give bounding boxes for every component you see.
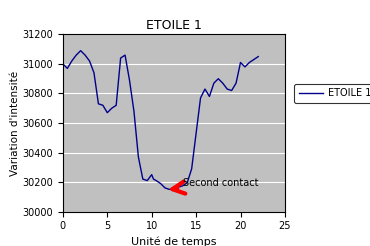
ETOILE 1	[176, 186, 181, 189]
ETOILE 1	[181, 184, 185, 187]
ETOILE 1	[203, 88, 207, 91]
ETOILE 1	[247, 61, 252, 64]
X-axis label: Unité de temps: Unité de temps	[131, 237, 217, 246]
ETOILE 1	[114, 104, 118, 107]
ETOILE 1	[234, 82, 238, 85]
ETOILE 1	[61, 62, 65, 65]
ETOILE 1	[256, 55, 260, 58]
ETOILE 1	[189, 167, 194, 170]
ETOILE 1	[83, 54, 87, 57]
ETOILE 1	[154, 179, 158, 182]
ETOILE 1	[172, 187, 176, 190]
ETOILE 1	[78, 49, 83, 52]
ETOILE 1	[127, 79, 132, 82]
ETOILE 1	[167, 188, 172, 191]
ETOILE 1	[207, 95, 212, 98]
ETOILE 1	[194, 132, 198, 135]
ETOILE 1	[163, 186, 167, 189]
Title: ETOILE 1: ETOILE 1	[146, 19, 202, 32]
ETOILE 1	[101, 104, 105, 107]
ETOILE 1	[65, 67, 70, 70]
ETOILE 1	[96, 102, 101, 105]
Text: Second contact: Second contact	[172, 178, 258, 194]
ETOILE 1	[92, 71, 96, 74]
ETOILE 1	[225, 88, 229, 91]
ETOILE 1	[141, 178, 145, 181]
ETOILE 1	[87, 60, 92, 62]
ETOILE 1	[136, 155, 141, 158]
ETOILE 1	[243, 65, 247, 68]
ETOILE 1	[229, 89, 234, 92]
ETOILE 1	[158, 182, 163, 185]
Legend: ETOILE 1: ETOILE 1	[294, 84, 370, 103]
ETOILE 1	[123, 54, 127, 57]
Line: ETOILE 1: ETOILE 1	[63, 51, 258, 189]
ETOILE 1	[198, 96, 203, 99]
ETOILE 1	[238, 61, 243, 64]
Y-axis label: Variation d'intensité: Variation d'intensité	[10, 70, 20, 176]
ETOILE 1	[216, 77, 221, 80]
ETOILE 1	[221, 82, 225, 85]
ETOILE 1	[110, 107, 114, 110]
ETOILE 1	[149, 173, 154, 176]
ETOILE 1	[212, 82, 216, 85]
ETOILE 1	[145, 179, 149, 182]
ETOILE 1	[132, 110, 136, 113]
ETOILE 1	[70, 60, 74, 62]
ETOILE 1	[74, 54, 78, 57]
ETOILE 1	[105, 111, 110, 114]
ETOILE 1	[185, 181, 189, 184]
ETOILE 1	[151, 178, 156, 181]
ETOILE 1	[118, 57, 123, 60]
